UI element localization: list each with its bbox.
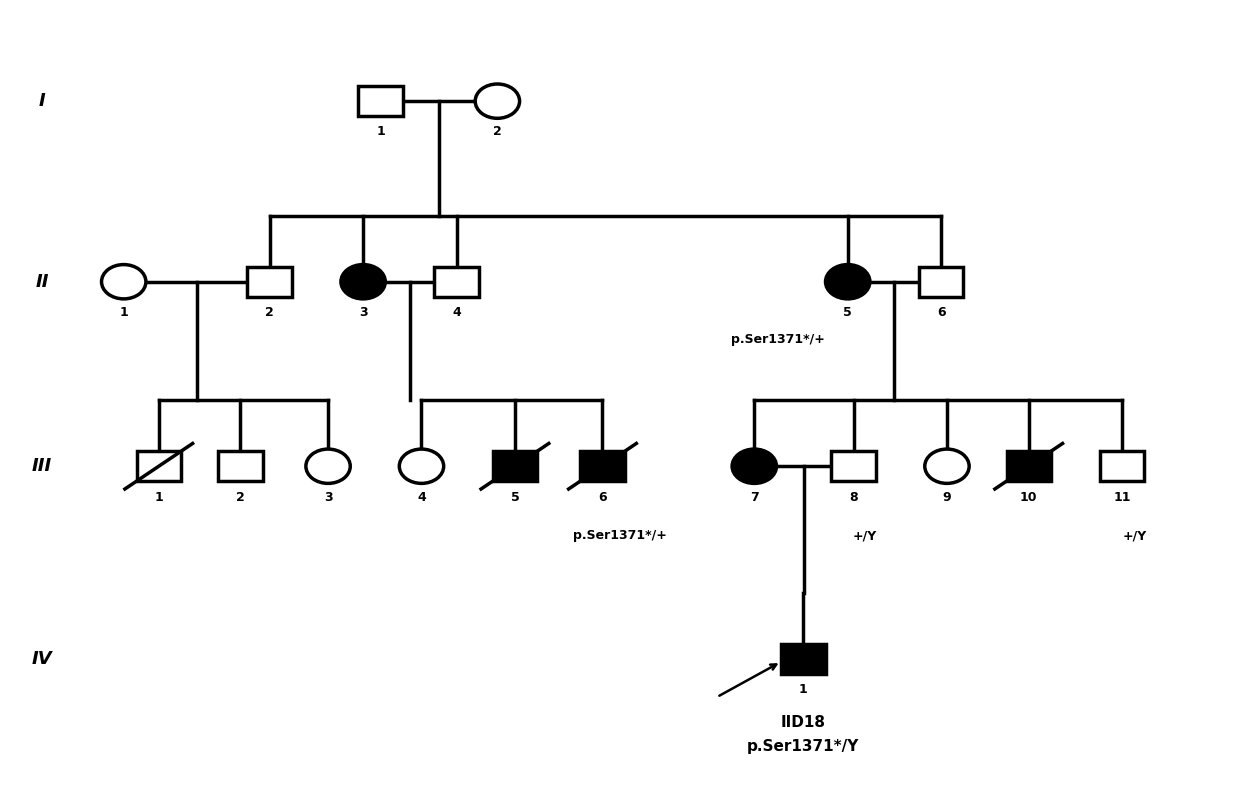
Text: III: III <box>32 457 52 475</box>
Ellipse shape <box>475 84 520 118</box>
Text: 2: 2 <box>494 125 502 138</box>
Text: 3: 3 <box>358 306 367 319</box>
Text: 2: 2 <box>265 306 274 319</box>
Text: IID18: IID18 <box>781 715 826 730</box>
Text: 5: 5 <box>511 491 520 503</box>
Bar <box>218 451 263 481</box>
Bar <box>919 267 963 296</box>
Bar <box>1007 451 1050 481</box>
Ellipse shape <box>399 449 444 483</box>
Bar <box>136 451 181 481</box>
Text: 4: 4 <box>417 491 425 503</box>
Bar <box>831 451 875 481</box>
Text: 1: 1 <box>799 683 807 696</box>
Ellipse shape <box>341 264 386 299</box>
Text: 10: 10 <box>1021 491 1038 503</box>
Text: 3: 3 <box>324 491 332 503</box>
Text: 1: 1 <box>119 306 128 319</box>
Text: 11: 11 <box>1114 491 1131 503</box>
Text: +/Y: +/Y <box>853 529 878 542</box>
Text: 1: 1 <box>376 125 384 138</box>
Ellipse shape <box>925 449 970 483</box>
Bar <box>492 451 537 481</box>
Ellipse shape <box>102 264 146 299</box>
Text: 4: 4 <box>453 306 461 319</box>
Text: 6: 6 <box>598 491 606 503</box>
Text: p.Ser1371*/+: p.Ser1371*/+ <box>730 332 825 346</box>
Text: 6: 6 <box>936 306 945 319</box>
Ellipse shape <box>306 449 350 483</box>
Ellipse shape <box>732 449 776 483</box>
Text: II: II <box>35 272 48 291</box>
Text: +/Y: +/Y <box>1123 529 1147 542</box>
Ellipse shape <box>826 264 870 299</box>
Text: I: I <box>38 92 46 110</box>
Text: 2: 2 <box>236 491 244 503</box>
Bar <box>434 267 479 296</box>
Bar <box>580 451 625 481</box>
Bar <box>358 86 403 116</box>
Bar <box>781 644 826 674</box>
Text: 9: 9 <box>942 491 951 503</box>
Bar <box>1100 451 1145 481</box>
Text: 8: 8 <box>849 491 858 503</box>
Text: 5: 5 <box>843 306 852 319</box>
Text: p.Ser1371*/Y: p.Ser1371*/Y <box>748 738 859 753</box>
Text: 7: 7 <box>750 491 759 503</box>
Text: p.Ser1371*/+: p.Ser1371*/+ <box>573 529 667 542</box>
Text: 1: 1 <box>154 491 164 503</box>
Text: IV: IV <box>32 650 52 668</box>
Bar <box>248 267 291 296</box>
